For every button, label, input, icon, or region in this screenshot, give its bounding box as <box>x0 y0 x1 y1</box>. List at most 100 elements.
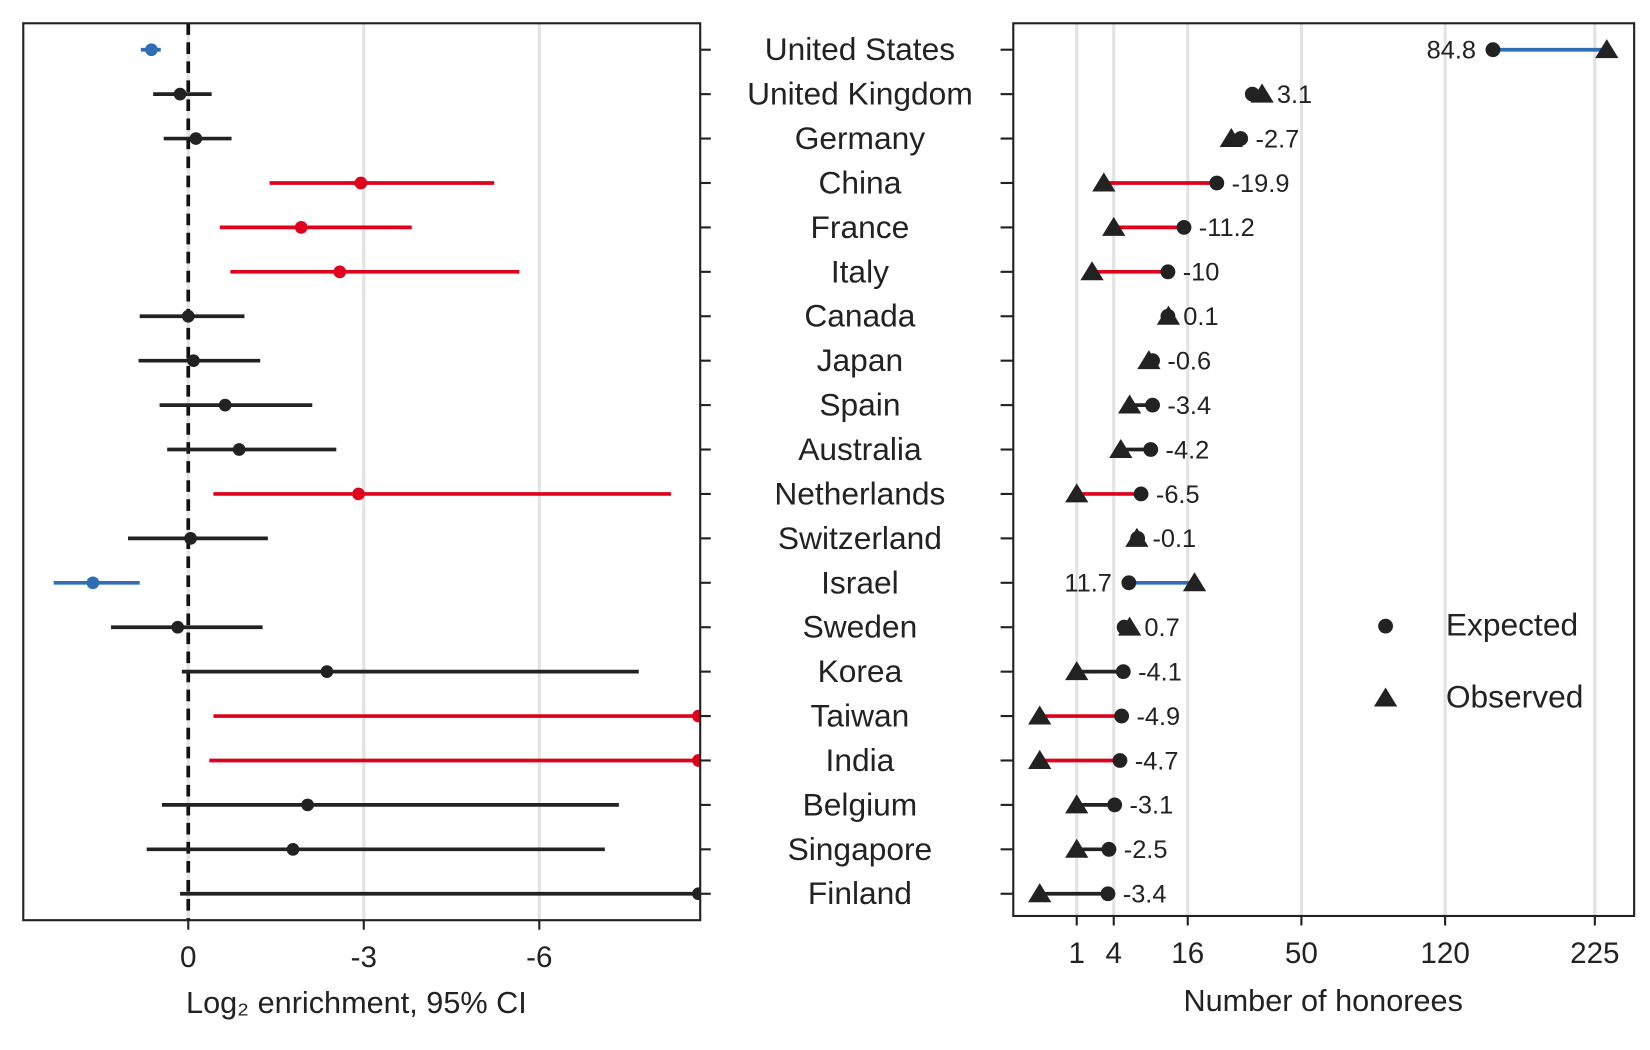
difference-label: 84.8 <box>1427 37 1476 65</box>
difference-label: 0.7 <box>1144 614 1179 642</box>
difference-label: -11.2 <box>1199 214 1255 242</box>
difference-label: -3.4 <box>1167 392 1211 420</box>
expected-marker <box>1114 708 1130 724</box>
estimate-point <box>333 265 347 279</box>
x-tick-label: 0 <box>180 941 196 974</box>
difference-label: -3.4 <box>1123 881 1167 909</box>
expected-marker <box>1244 86 1260 102</box>
panel-frame <box>1012 22 1636 918</box>
expected-marker <box>1209 175 1225 191</box>
observed-marker <box>1065 661 1089 681</box>
expected-marker <box>1100 886 1116 902</box>
estimate-point <box>184 532 197 545</box>
expected-marker <box>1130 530 1146 546</box>
estimate-point <box>187 354 200 368</box>
difference-label: -6.5 <box>1156 481 1200 509</box>
x-tick-label: 225 <box>1570 937 1619 970</box>
difference-label: -4.2 <box>1166 436 1210 464</box>
category-label: Australia <box>798 431 922 467</box>
expected-marker <box>1115 664 1131 680</box>
x-tick-label: 120 <box>1420 937 1469 970</box>
observed-marker <box>1595 39 1619 59</box>
estimate-point <box>692 709 701 723</box>
observed-marker <box>1080 261 1104 281</box>
expected-marker <box>1145 397 1160 413</box>
difference-label: -0.1 <box>1152 525 1196 553</box>
observed-marker <box>1028 883 1052 903</box>
x-tick-label: 1 <box>1068 937 1084 970</box>
expected-marker <box>1116 619 1132 635</box>
category-label: Taiwan <box>811 698 910 734</box>
estimate-point <box>189 132 203 145</box>
expected-marker <box>1133 486 1149 502</box>
category-label: Italy <box>831 253 889 289</box>
estimate-point <box>301 798 314 812</box>
legend-label: Expected <box>1446 607 1578 643</box>
category-label: Switzerland <box>778 520 942 556</box>
category-label: Canada <box>804 298 915 334</box>
estimate-point <box>145 43 158 57</box>
estimate-point <box>181 309 195 323</box>
category-label: China <box>818 164 901 200</box>
expected-marker <box>1160 308 1176 324</box>
panel-frame <box>22 22 702 922</box>
observed-marker <box>1102 216 1126 236</box>
difference-label: -19.9 <box>1232 170 1290 198</box>
observed-marker <box>1109 438 1133 458</box>
category-label: France <box>811 209 910 245</box>
category-label: Spain <box>819 387 900 423</box>
category-label: Germany <box>795 120 926 156</box>
estimate-point <box>218 398 232 412</box>
difference-label: -4.9 <box>1136 703 1180 731</box>
estimate-point <box>232 443 246 456</box>
difference-label: -3.1 <box>1129 792 1173 820</box>
dumbbell-panel: 84.8 3.1 -2.7 -19.9 -11.2 -10 0.1 -0.6 -3.4 -4.2 -… <box>1000 22 1636 1018</box>
category-label: Finland <box>808 875 912 911</box>
expected-marker <box>1145 353 1160 369</box>
category-label: Belgium <box>803 786 918 822</box>
difference-label: -2.7 <box>1256 125 1300 153</box>
expected-marker <box>1176 220 1192 235</box>
legend-marker <box>1373 687 1398 707</box>
category-label: Netherlands <box>774 475 945 511</box>
category-label: Korea <box>818 653 903 689</box>
category-label: Israel <box>821 564 899 600</box>
category-label: Sweden <box>803 609 918 645</box>
estimate-point <box>692 754 701 767</box>
x-axis-title: Number of honorees <box>1183 984 1462 1018</box>
estimate-point <box>286 842 300 856</box>
difference-label: 11.7 <box>1064 570 1112 598</box>
expected-marker <box>1107 797 1123 813</box>
category-label: Japan <box>817 342 903 378</box>
estimate-point <box>173 87 187 101</box>
category-label: United Kingdom <box>747 76 973 112</box>
estimate-point <box>171 620 185 634</box>
expected-marker <box>1121 575 1137 591</box>
expected-marker <box>1485 42 1501 58</box>
difference-label: 3.1 <box>1277 81 1312 109</box>
x-tick-label: -6 <box>526 941 552 974</box>
category-label: India <box>826 742 895 778</box>
legend-label: Observed <box>1446 679 1584 715</box>
difference-label: -2.5 <box>1124 836 1168 864</box>
x-tick-label: 50 <box>1285 937 1318 970</box>
estimate-point <box>294 221 308 234</box>
estimate-point <box>352 487 365 501</box>
x-tick-label: 4 <box>1105 937 1121 970</box>
difference-label: -0.6 <box>1167 347 1211 375</box>
observed-marker <box>1065 838 1089 858</box>
observed-marker <box>1065 794 1089 814</box>
difference-label: -4.1 <box>1138 658 1182 686</box>
expected-marker <box>1233 131 1249 146</box>
observed-marker <box>1117 394 1142 414</box>
observed-marker <box>1182 572 1207 592</box>
observed-marker <box>1028 705 1052 725</box>
estimate-point <box>354 176 368 190</box>
expected-marker <box>1160 264 1176 280</box>
estimate-point <box>320 665 334 678</box>
difference-label: -10 <box>1183 259 1220 287</box>
forest-panel: 0 -3 -6 Log₂ enrichment, 95% CI <box>22 22 711 1020</box>
estimate-point <box>86 576 100 590</box>
expected-marker <box>1112 753 1128 768</box>
